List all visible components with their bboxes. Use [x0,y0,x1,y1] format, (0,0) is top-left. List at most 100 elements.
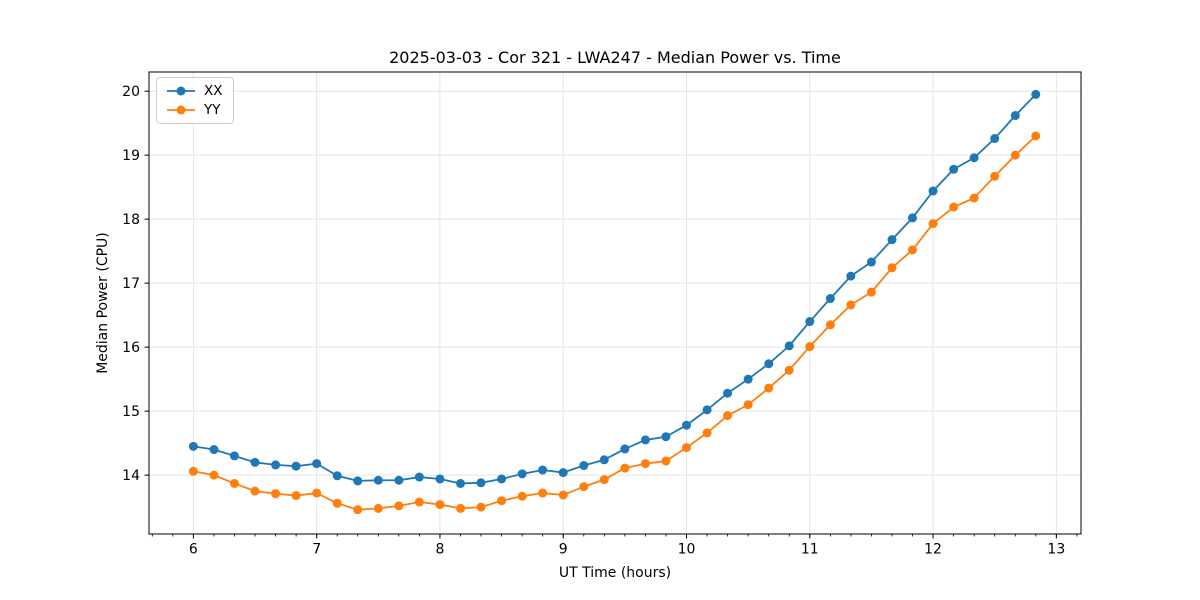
y-tick-label: 17 [122,276,140,292]
data-point-marker [1010,150,1020,160]
data-point-marker [784,365,794,375]
x-tick-label: 8 [435,542,444,558]
legend-label-xx: XX [204,83,223,99]
data-point-marker [456,503,466,513]
data-point-marker [599,455,609,465]
data-point-marker [497,496,507,506]
data-point-marker [723,388,733,398]
legend-line-marker-icon [167,86,195,96]
data-point-marker [394,501,404,511]
data-point-marker [229,478,239,488]
x-tick-label: 6 [189,542,198,558]
axes-frame [148,71,1082,535]
data-point-marker [538,488,548,498]
data-point-marker [332,498,342,508]
chart-title: 2025-03-03 - Cor 321 - LWA247 - Median P… [389,48,841,67]
data-point-marker [846,300,856,310]
data-point-marker [250,457,260,467]
data-point-marker [928,186,938,196]
data-point-marker [743,374,753,384]
x-tick-label: 13 [1047,542,1065,558]
data-point-marker [209,470,219,480]
series-XX-markers [188,89,1041,488]
data-point-marker [969,193,979,203]
x-tick-label: 9 [559,542,568,558]
data-point-marker [640,459,650,469]
data-point-marker [949,202,959,212]
y-tick-label: 15 [122,404,140,420]
data-point-marker [620,444,630,454]
x-axis-label: UT Time (hours) [558,565,672,581]
x-tick-label: 10 [678,542,696,558]
y-axis-label: Median Power (CPU) [95,232,111,374]
data-point-marker [907,213,917,223]
legend-item-xx: XX [165,83,223,99]
data-point-marker [291,461,301,471]
data-point-marker [271,489,281,499]
grid [149,72,1081,534]
data-point-marker [435,474,445,484]
data-point-marker [969,153,979,163]
data-point-marker [353,476,363,486]
data-point-marker [990,171,1000,181]
data-point-marker [887,263,897,273]
data-point-marker [1010,111,1020,121]
x-tick-label: 7 [312,542,321,558]
x-tick-label: 11 [801,542,819,558]
data-point-marker [497,474,507,484]
data-point-marker [414,497,424,507]
series-YY-markers [188,131,1041,515]
data-point-marker [373,503,383,513]
y-tick-label: 19 [122,148,140,164]
data-point-marker [661,456,671,466]
data-point-marker [990,134,1000,144]
data-point-marker [188,441,198,451]
data-point-marker [517,469,527,479]
data-point-marker [825,320,835,330]
data-point-marker [250,486,260,496]
data-point-marker [456,478,466,488]
data-point-marker [414,472,424,482]
series-XX-line [192,93,1037,485]
data-point-marker [291,491,301,501]
data-point-marker [661,432,671,442]
data-point-marker [866,257,876,267]
y-tick-label: 20 [122,84,140,100]
data-point-marker [229,451,239,461]
data-point-marker [538,465,548,475]
data-point-marker [373,475,383,485]
data-point-marker [332,471,342,481]
data-point-marker [1031,89,1041,99]
data-point-marker [846,271,856,281]
data-point-marker [764,383,774,393]
data-point-marker [517,491,527,501]
data-point-marker [579,482,589,492]
data-point-marker [1031,131,1041,141]
data-point-marker [928,219,938,229]
data-point-marker [353,505,363,515]
data-point-marker [743,400,753,410]
data-point-marker [620,463,630,473]
data-point-marker [907,245,917,255]
data-point-marker [784,341,794,351]
data-point-marker [887,235,897,245]
data-point-marker [271,460,281,470]
data-point-marker [209,445,219,455]
legend: XX YY [156,77,234,124]
y-tick-label: 18 [122,212,140,228]
legend-line-marker-icon [167,105,195,115]
data-point-marker [558,490,568,500]
data-point-marker [805,317,815,327]
y-tick-label: 14 [122,468,140,484]
legend-item-yy: YY [165,102,223,118]
data-point-marker [949,164,959,174]
x-tick-label: 12 [924,542,942,558]
data-point-marker [723,411,733,421]
data-point-marker [188,466,198,476]
y-tick-label: 16 [122,340,140,356]
data-point-marker [476,502,486,512]
data-point-marker [866,287,876,297]
data-point-marker [682,420,692,430]
legend-label-yy: YY [204,102,221,118]
